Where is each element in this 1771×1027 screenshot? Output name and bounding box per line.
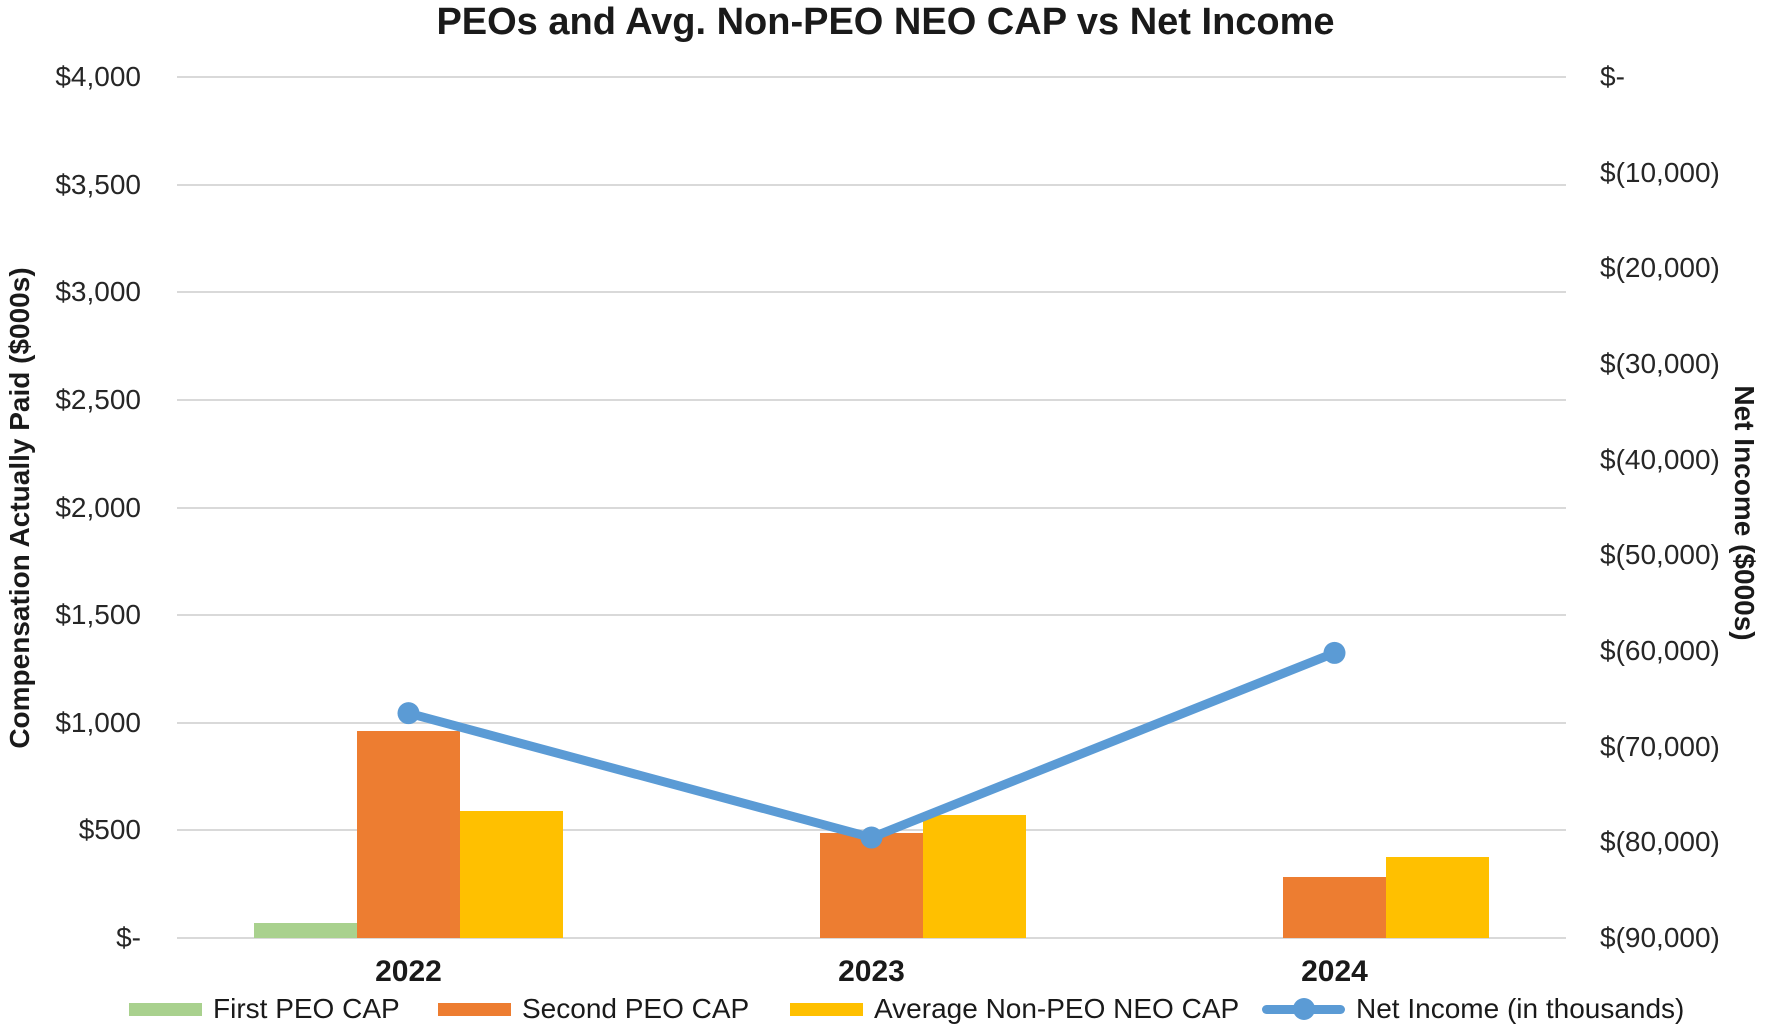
chart-title: PEOs and Avg. Non-PEO NEO CAP vs Net Inc… [436,1,1335,43]
legend-swatch-average-non-peo-neo-cap [790,1002,863,1016]
legend-label-average-non-peo-neo-cap: Average Non-PEO NEO CAP [874,993,1240,1024]
right-axis-tick: $(80,000) [1600,826,1720,858]
legend-item-second-peo-cap: Second PEO CAP [438,993,750,1024]
gridline [177,183,1566,186]
bar-second-peo-cap-2022 [357,731,460,938]
right-axis-tick: $(50,000) [1600,539,1720,571]
legend-item-average-non-peo-neo-cap: Average Non-PEO NEO CAP [790,993,1240,1024]
right-axis-title: Net Income ($000s) [1729,385,1760,641]
left-axis-tick: $1,500 [55,599,141,631]
right-axis-tick: $(30,000) [1600,348,1720,379]
net-income-line [404,648,1339,843]
net-income-point-2024 [1323,641,1346,664]
gridline [177,506,1566,509]
x-label-2022: 2022 [375,955,442,988]
legend-swatch-second-peo-cap [438,1002,511,1016]
bar-second-peo-cap-2024 [1283,876,1386,938]
x-label-2023: 2023 [838,955,905,988]
bar-second-peo-cap-2023 [820,832,923,938]
left-axis-tick: $500 [78,814,141,846]
bar-average-non-peo-neo-cap-2022 [460,811,563,938]
gridline [177,76,1566,78]
left-axis-tick: $3,500 [55,168,141,200]
left-axis-tick: $2,500 [55,383,141,415]
x-label-2024: 2024 [1301,955,1368,988]
right-axis-tick: $(60,000) [1600,635,1720,666]
gridline [177,937,1566,939]
left-axis-tick: $3,000 [55,276,141,308]
net-income-point-2023 [860,826,883,849]
bar-average-non-peo-neo-cap-2024 [1386,857,1489,938]
left-axis-tick: $1,000 [55,706,141,738]
left-axis-tick: $4,000 [55,61,141,92]
legend-label-first-peo-cap: First PEO CAP [213,993,400,1024]
legend-item-net-income-in-thousands: Net Income (in thousands) [1262,993,1685,1024]
right-axis-tick: $(10,000) [1600,156,1720,188]
left-axis-tick: $- [116,922,141,953]
legend-swatch-first-peo-cap [129,1002,202,1016]
left-axis-tick: $2,000 [55,491,141,523]
bar-first-peo-cap-2022 [254,922,357,938]
legend-line-marker-icon [1262,998,1345,1020]
legend-label-second-peo-cap: Second PEO CAP [522,993,750,1024]
right-axis-tick: $(20,000) [1600,252,1720,284]
gridline [177,614,1566,617]
legend-item-first-peo-cap: First PEO CAP [129,993,400,1024]
net-income-point-2022 [397,702,420,725]
right-axis-tick: $(90,000) [1600,922,1720,953]
legend-label-net-income-in-thousands: Net Income (in thousands) [1356,993,1685,1024]
gridline [177,398,1566,401]
gridline [177,291,1566,294]
right-axis-tick: $(40,000) [1600,443,1720,475]
plot-area [177,76,1566,939]
net-income-line-layer [397,641,1346,849]
right-axis-tick: $(70,000) [1600,730,1720,762]
gridline [177,721,1566,724]
right-axis-tick: $- [1600,61,1625,92]
bar-average-non-peo-neo-cap-2023 [923,815,1026,938]
legend-line-dot [1293,998,1315,1020]
